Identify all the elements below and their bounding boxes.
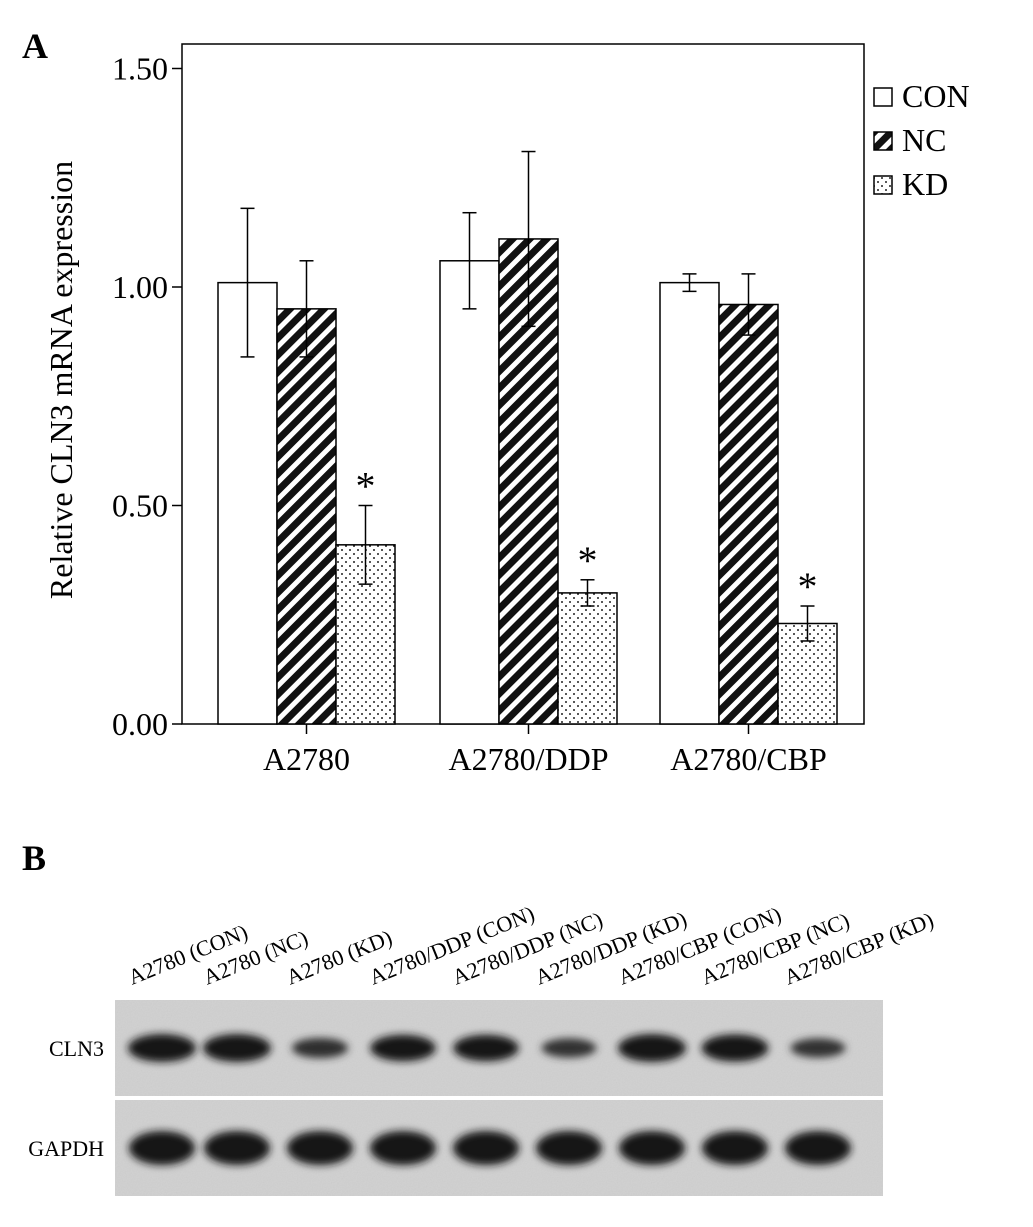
panel-a-label: A — [22, 26, 48, 66]
blot-band — [541, 1038, 597, 1058]
legend-label-kd: KD — [902, 166, 948, 202]
significance-marker: * — [798, 564, 818, 609]
blot-band — [702, 1131, 768, 1165]
blot-band — [370, 1034, 436, 1062]
legend: CON NC KD — [873, 78, 970, 202]
blot-band — [204, 1131, 270, 1165]
blot-band — [453, 1034, 519, 1062]
blot-band — [128, 1034, 196, 1062]
western-blot: CLN3 GAPDH — [28, 996, 884, 1200]
blot-band — [618, 1034, 686, 1062]
bar-con — [439, 260, 500, 725]
lane-labels: A2780 (CON)A2780 (NC)A2780 (KD)A2780/DDP… — [125, 901, 938, 990]
blot-row-label: CLN3 — [49, 1036, 104, 1061]
y-axis: 0.00 0.50 1.00 1.50 — [112, 51, 182, 742]
legend-swatch-nc — [873, 131, 893, 151]
y-tick-label: 0.00 — [112, 706, 168, 742]
y-tick-label: 1.00 — [112, 269, 168, 305]
y-tick-label: 1.50 — [112, 51, 168, 87]
blot-band — [790, 1038, 846, 1058]
blot-band — [619, 1131, 685, 1165]
blot-band — [536, 1131, 602, 1165]
bar-nc — [718, 303, 779, 725]
significance-marker: * — [356, 464, 376, 509]
blot-band — [129, 1131, 195, 1165]
blot-row-label: GAPDH — [28, 1136, 104, 1161]
blot-band — [701, 1034, 769, 1062]
blot-band — [292, 1038, 348, 1058]
y-tick-label: 0.50 — [112, 488, 168, 524]
bars: * * * — [217, 150, 838, 725]
bar-nc — [276, 308, 337, 725]
blot-band — [287, 1131, 353, 1165]
blot-band — [203, 1034, 271, 1062]
y-axis-label: Relative CLN3 mRNA expression — [43, 161, 79, 599]
panel-b-label: B — [22, 838, 46, 878]
x-axis: A2780 A2780/DDP A2780/CBP — [263, 724, 827, 777]
legend-swatch-con — [873, 87, 893, 107]
significance-marker: * — [578, 538, 598, 583]
bar-con — [659, 281, 720, 725]
x-tick-label: A2780 — [263, 741, 350, 777]
x-tick-label: A2780/CBP — [670, 741, 826, 777]
legend-label-con: CON — [902, 78, 970, 114]
blot-band — [453, 1131, 519, 1165]
blot-band — [785, 1131, 851, 1165]
x-tick-label: A2780/DDP — [448, 741, 608, 777]
blot-band — [370, 1131, 436, 1165]
bar-chart: 0.000.501.001.50 *** A2780 A2780/DDP A2780… — [112, 43, 970, 777]
legend-swatch-kd — [873, 175, 893, 195]
legend-label-nc: NC — [902, 122, 946, 158]
bar-kd — [557, 592, 618, 725]
